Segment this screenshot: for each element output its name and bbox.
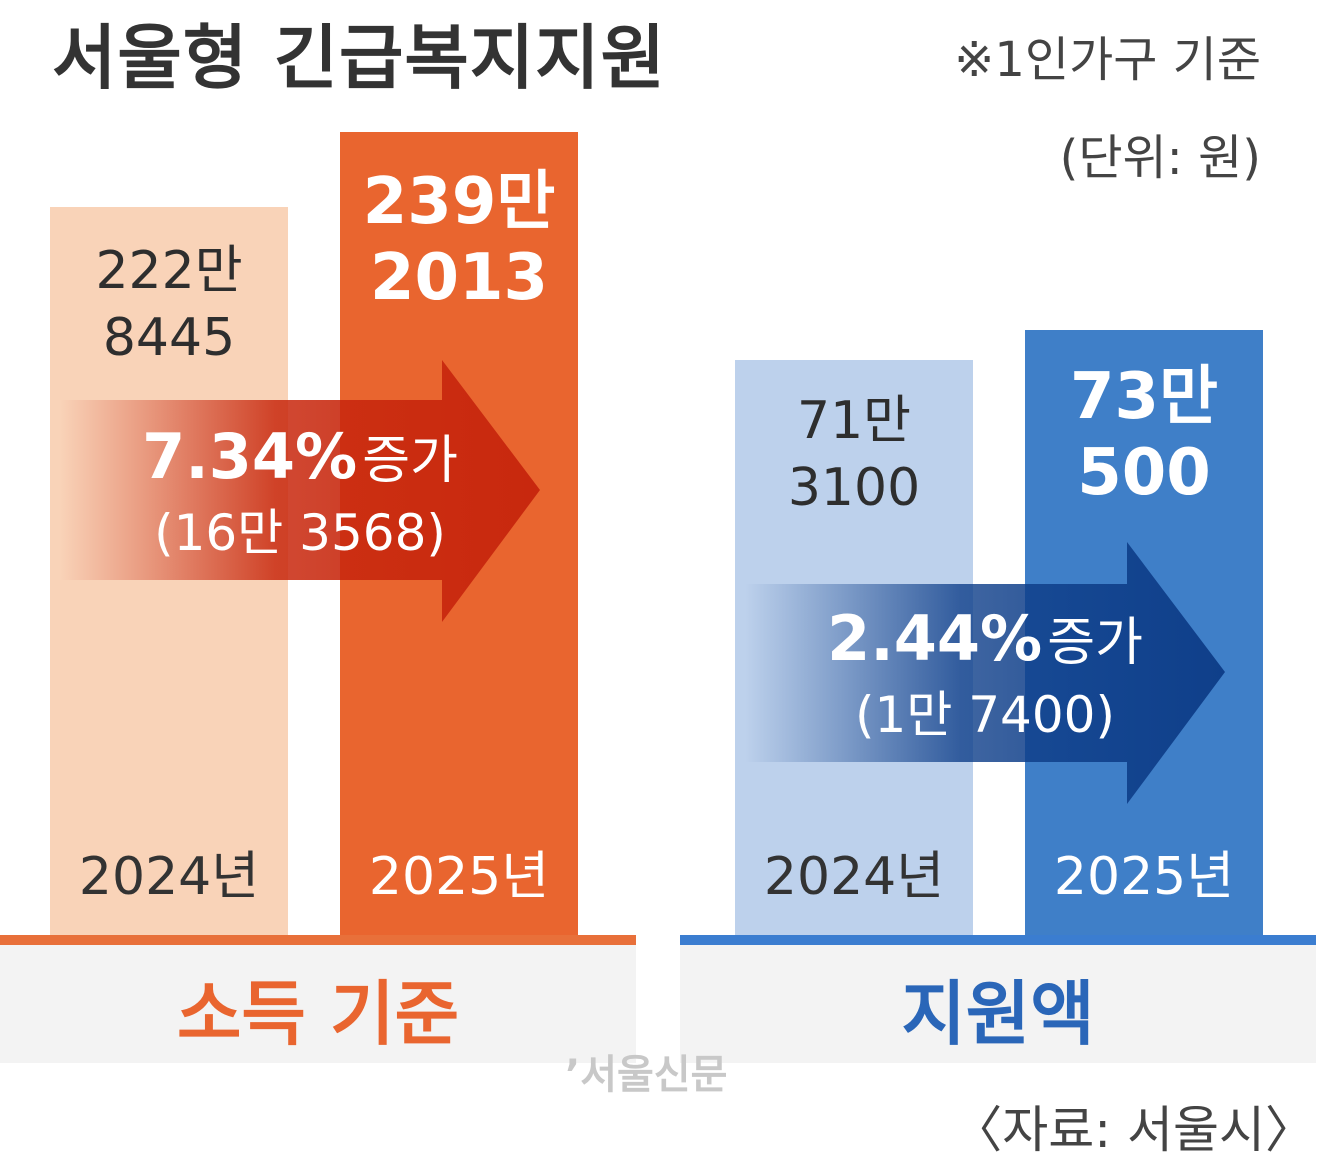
arrow-support	[745, 542, 1225, 804]
source-label: 〈자료: 서울시〉	[952, 1101, 1315, 1159]
change-support-amount: (1만 7400)	[855, 686, 1115, 744]
change-income-word: 증가	[362, 431, 458, 491]
label-band-support	[680, 945, 1316, 1063]
value-label-support-2024-line2: 3100	[787, 457, 921, 518]
arrow-income	[60, 360, 540, 622]
value-label-support-2025-line1: 73만	[1070, 360, 1218, 434]
value-label-income-2024-line1: 222만	[95, 241, 243, 301]
change-income-amount: (16만 3568)	[154, 504, 446, 562]
value-label-support-2025: 73만 500	[1025, 360, 1263, 511]
value-label-support-2024-line1: 71만	[796, 391, 911, 451]
change-income-percent: 7.34%	[142, 420, 358, 493]
label-band-income	[0, 945, 636, 1063]
baseline-income	[0, 935, 636, 945]
publisher-watermark: ’서울신문	[565, 1052, 728, 1098]
value-label-support-2025-line2: 500	[1077, 435, 1211, 510]
change-support: 2.44% 증가 (1만 7400)	[775, 600, 1195, 747]
unit-label: (단위: 원)	[1059, 130, 1261, 186]
group-label-income: 소득 기준	[177, 973, 459, 1055]
year-label-support-2024: 2024년	[763, 847, 945, 907]
year-label-income-2024: 2024년	[78, 847, 260, 907]
value-label-income-2025: 239만 2013	[340, 165, 578, 316]
value-label-support-2024: 71만 3100	[735, 388, 973, 521]
value-label-income-2024: 222만 8445	[50, 238, 288, 371]
value-label-income-2025-line1: 239만	[362, 165, 556, 239]
year-label-income-2025: 2025년	[368, 847, 550, 907]
group-label-support: 지원액	[901, 973, 1095, 1055]
year-label-support-2025: 2025년	[1053, 847, 1235, 907]
change-support-percent: 2.44%	[827, 602, 1043, 675]
value-label-income-2025-line2: 2013	[369, 240, 549, 315]
household-note: ※1인가구 기준	[954, 32, 1261, 88]
change-support-word: 증가	[1047, 613, 1143, 673]
baseline-support	[680, 935, 1316, 945]
chart-title: 서울형 긴급복지지원	[52, 17, 666, 99]
value-label-income-2024-line2: 8445	[102, 307, 236, 368]
change-income: 7.34% 증가 (16만 3568)	[90, 418, 510, 565]
